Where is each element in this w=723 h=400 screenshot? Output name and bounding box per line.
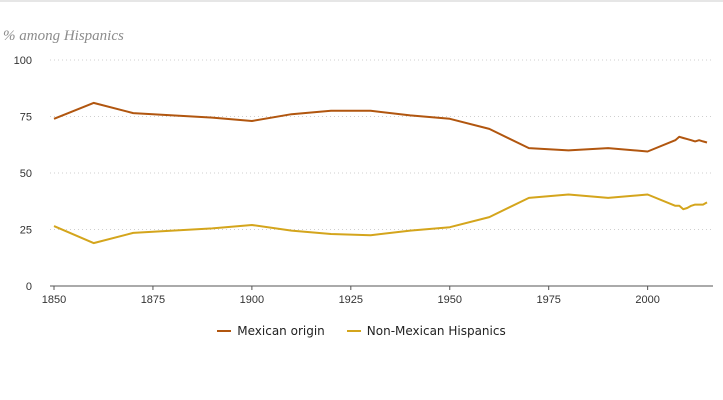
- y-tick-label: 50: [20, 168, 32, 180]
- x-tick-label: 1925: [339, 294, 363, 306]
- x-tick-label: 1900: [240, 294, 264, 306]
- x-tick-labels: 1850 1875 1900 1925 1950 1975 2000: [42, 286, 660, 306]
- x-tick-label: 1850: [42, 294, 66, 306]
- legend-swatch: [346, 330, 361, 332]
- legend-item-non-mexican-hispanics[interactable]: Non-Mexican Hispanics: [346, 324, 506, 338]
- x-tick-label: 1950: [438, 294, 462, 306]
- grid-lines: [50, 59, 713, 287]
- series-line-mexican-origin: [53, 101, 708, 153]
- series-lines: [53, 101, 708, 245]
- y-tick-labels: 0 25 50 75 100: [14, 55, 32, 293]
- y-tick-label: 25: [20, 225, 32, 237]
- y-tick-label: 100: [14, 55, 32, 67]
- x-tick-label: 1875: [141, 294, 165, 306]
- line-chart: 0 25 50 75 100 1850 1875 1900 1925 1950 1975 2000: [14, 55, 713, 306]
- legend-swatch: [217, 330, 232, 332]
- x-tick-label: 2000: [635, 294, 659, 306]
- legend-item-mexican-origin[interactable]: Mexican origin: [217, 324, 325, 338]
- series-line-non-mexican-hispanics: [53, 193, 708, 245]
- y-tick-label: 0: [26, 281, 32, 293]
- y-axis-label: % among Hispanics: [3, 28, 124, 44]
- y-tick-label: 75: [20, 112, 32, 124]
- x-tick-label: 1975: [536, 294, 560, 306]
- legend: Mexican origin Non-Mexican Hispanics: [0, 324, 723, 338]
- top-rule: [0, 0, 723, 2]
- legend-label: Non-Mexican Hispanics: [366, 324, 506, 338]
- legend-label: Mexican origin: [237, 324, 325, 338]
